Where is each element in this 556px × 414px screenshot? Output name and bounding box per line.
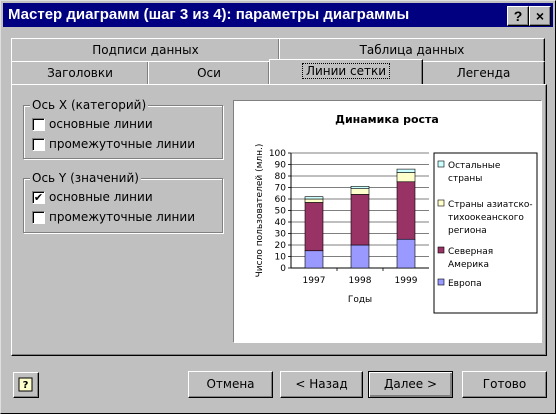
legend-label: Северная <box>448 247 493 257</box>
window-title: Мастер диаграмм (шаг 3 из 4): параметры … <box>8 6 410 23</box>
tab-data-table[interactable]: Таблица данных <box>279 38 545 61</box>
check-mark-icon: ✔ <box>33 190 44 204</box>
legend-swatch <box>437 246 445 254</box>
help-button[interactable]: ? <box>13 372 39 398</box>
legend-swatch <box>437 278 445 286</box>
tab-axes[interactable]: Оси <box>148 61 270 84</box>
bar-segment <box>396 172 416 183</box>
y-axis-label: Число пользователей (млн.) <box>255 144 265 278</box>
chart-title: Динамика роста <box>335 113 439 126</box>
close-button[interactable]: × <box>529 6 551 26</box>
bar-segment <box>350 186 370 189</box>
legend-label: Остальные <box>448 161 501 171</box>
y-minor-gridlines-checkbox[interactable]: промежуточные линии <box>32 209 195 225</box>
y-tick-label: 30 <box>275 230 287 240</box>
legend-swatch <box>437 160 445 168</box>
back-button[interactable]: < Назад <box>280 371 363 398</box>
tab-panel <box>11 84 547 356</box>
svg-text:?: ? <box>23 380 29 391</box>
y-tick-label: 50 <box>275 207 287 217</box>
x-tick-label: 1998 <box>349 276 372 286</box>
legend-label: Страны азиатско- <box>448 200 533 210</box>
legend-label: Америка <box>448 260 489 270</box>
help-title-button[interactable]: ? <box>507 6 529 26</box>
next-button[interactable]: Далее > <box>368 371 453 398</box>
y-axis-group-label: Ось Y (значений) <box>30 171 141 185</box>
x-axis-label: Годы <box>348 295 372 305</box>
y-tick-label: 0 <box>280 264 286 274</box>
legend-label: тихоокеанского <box>448 213 524 223</box>
bar-segment <box>304 250 324 269</box>
checkbox-box[interactable] <box>32 117 45 131</box>
finish-button[interactable]: Готово <box>462 371 547 398</box>
checkbox-box[interactable]: ✔ <box>32 190 45 204</box>
legend-box <box>433 152 538 314</box>
bar-segment <box>304 202 324 252</box>
tab-legend[interactable]: Легенда <box>422 61 545 84</box>
checkbox-box[interactable] <box>32 137 45 151</box>
legend-swatch <box>437 199 445 207</box>
checkbox-box[interactable] <box>32 210 45 224</box>
bar-segment <box>396 238 416 269</box>
bar-segment <box>350 244 370 269</box>
legend-label: региона <box>448 226 487 236</box>
y-tick-label: 60 <box>275 195 287 205</box>
x-tick-label: 1997 <box>303 276 326 286</box>
y-tick-label: 10 <box>275 253 287 263</box>
bar-segment <box>304 196 324 200</box>
title-bar[interactable]: Мастер диаграмм (шаг 3 из 4): параметры … <box>3 3 553 27</box>
bar-segment <box>396 168 416 173</box>
legend-label: Европа <box>448 279 482 289</box>
bar-segment <box>396 181 416 240</box>
x-tick-label: 1999 <box>395 276 418 286</box>
y-tick-label: 20 <box>275 241 287 251</box>
tab-data-labels[interactable]: Подписи данных <box>11 38 280 61</box>
x-axis-group-label: Ось X (категорий) <box>30 98 149 112</box>
bar-segment <box>304 198 324 203</box>
x-minor-gridlines-checkbox[interactable]: промежуточные линии <box>32 136 195 152</box>
y-tick-label: 80 <box>275 172 287 182</box>
cancel-button[interactable]: Отмена <box>188 371 273 398</box>
x-major-gridlines-checkbox[interactable]: основные линии <box>32 116 153 132</box>
bar-segment <box>350 194 370 246</box>
y-axis-group: Ось Y (значений) ✔ основные линии промеж… <box>23 171 223 233</box>
legend-label: страны <box>448 174 482 184</box>
x-axis-group: Ось X (категорий) основные линии промежу… <box>23 98 223 159</box>
tab-titles[interactable]: Заголовки <box>11 61 149 84</box>
y-tick-label: 100 <box>269 149 286 159</box>
help-icon: ? <box>18 377 33 392</box>
bar-segment <box>350 188 370 195</box>
y-major-gridlines-checkbox[interactable]: ✔ основные линии <box>32 190 153 204</box>
tab-gridlines[interactable]: Линии сетки <box>269 59 423 84</box>
y-tick-label: 70 <box>275 184 287 194</box>
y-tick-label: 40 <box>275 218 287 228</box>
chart-preview: Динамика роста 0 10 20 30 40 50 60 70 80 90 100 1997… <box>233 100 542 343</box>
y-tick-label: 90 <box>275 161 287 171</box>
